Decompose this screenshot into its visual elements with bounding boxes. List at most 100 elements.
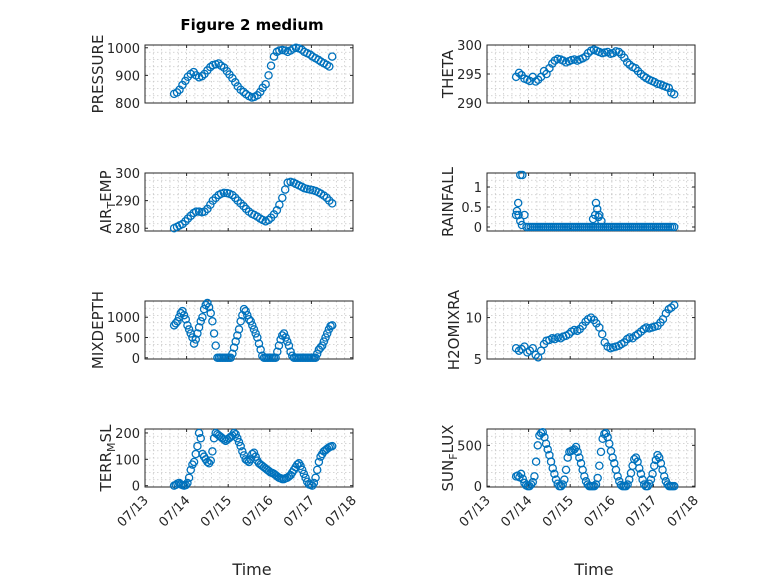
data-point bbox=[613, 472, 622, 481]
data-point bbox=[229, 343, 239, 352]
data-point bbox=[233, 433, 242, 443]
y-axis-label: AIRTEMP bbox=[97, 170, 118, 233]
data-point bbox=[238, 447, 247, 456]
data-point bbox=[189, 457, 199, 467]
data-point bbox=[635, 463, 644, 473]
data-point bbox=[248, 321, 257, 330]
data-point bbox=[593, 473, 602, 483]
data-point bbox=[556, 481, 566, 491]
data-point bbox=[669, 222, 679, 232]
data-point bbox=[181, 315, 191, 324]
data-point bbox=[548, 463, 557, 473]
data-point bbox=[538, 428, 547, 437]
data-point bbox=[571, 442, 581, 452]
data-point bbox=[186, 465, 196, 475]
data-point bbox=[181, 480, 191, 490]
x-tick-label: 07/16 bbox=[240, 493, 277, 530]
x-tick-label: 07/17 bbox=[281, 493, 318, 530]
y-tick-label: 0 bbox=[474, 221, 482, 236]
x-axis-label-left: Time bbox=[231, 560, 271, 579]
y-tick-label: 290 bbox=[115, 195, 140, 210]
data-point bbox=[234, 437, 244, 447]
data-point bbox=[638, 475, 647, 484]
data-point bbox=[209, 329, 219, 338]
data-point bbox=[236, 317, 245, 326]
data-point bbox=[311, 473, 320, 483]
data-point bbox=[219, 188, 229, 198]
data-point bbox=[214, 59, 223, 68]
data-point bbox=[274, 341, 284, 350]
data-point bbox=[184, 473, 194, 483]
data-point bbox=[327, 199, 337, 208]
data-point bbox=[231, 78, 240, 87]
data-point bbox=[189, 339, 199, 348]
data-point bbox=[191, 207, 201, 216]
axes-box bbox=[144, 428, 354, 488]
data-point bbox=[228, 349, 237, 358]
x-tick-label: 07/18 bbox=[323, 493, 360, 530]
y-tick-label: 200 bbox=[115, 427, 140, 442]
data-point bbox=[273, 347, 282, 356]
data-point bbox=[211, 341, 220, 350]
data-point bbox=[669, 300, 679, 310]
data-point bbox=[321, 333, 330, 342]
data-point bbox=[595, 461, 604, 471]
x-tick-label: 07/13 bbox=[115, 493, 152, 530]
data-point bbox=[514, 210, 523, 220]
data-point bbox=[531, 77, 540, 86]
y-tick-label: 0.5 bbox=[461, 201, 482, 216]
y-tick-label: 500 bbox=[115, 332, 140, 347]
data-point bbox=[601, 428, 611, 438]
data-point bbox=[550, 469, 559, 479]
data-point bbox=[283, 337, 292, 346]
data-point bbox=[646, 475, 656, 484]
data-point bbox=[513, 198, 523, 208]
data-point bbox=[512, 206, 522, 216]
data-point bbox=[198, 312, 207, 322]
subplot-sun-flux: 0 500 07/13 07/14 07/15 07/16 07/17 07/18 SUNFLU… bbox=[439, 425, 702, 531]
data-point bbox=[271, 353, 280, 363]
data-point bbox=[319, 337, 329, 346]
data-point bbox=[311, 353, 320, 363]
y-axis-label: TERRMSL bbox=[97, 424, 118, 493]
y-tick-label: 0 bbox=[132, 480, 140, 495]
data-point bbox=[561, 465, 571, 475]
y-tick-label: 900 bbox=[115, 69, 140, 84]
x-axis-label-right: Time bbox=[573, 560, 613, 579]
y-tick-label: 295 bbox=[457, 68, 482, 83]
data-point bbox=[234, 325, 244, 334]
data-point bbox=[659, 472, 669, 481]
subplot-rainfall: 0 0.5 1 RAINFALL bbox=[439, 166, 696, 237]
data-point bbox=[514, 68, 524, 78]
data-point bbox=[563, 453, 572, 462]
axes-box bbox=[144, 300, 354, 360]
data-point bbox=[594, 212, 603, 222]
y-axis-label: PRESSURE bbox=[89, 35, 107, 114]
y-tick-label: 1000 bbox=[107, 42, 140, 57]
data-point bbox=[264, 215, 273, 225]
data-point bbox=[309, 478, 319, 488]
data-point bbox=[254, 339, 264, 348]
data-point bbox=[327, 321, 337, 330]
axes-box bbox=[486, 300, 696, 360]
data-point bbox=[183, 478, 192, 488]
data-point bbox=[249, 325, 259, 334]
x-tick-label: 07/13 bbox=[457, 493, 494, 530]
data-point bbox=[636, 469, 646, 479]
data-point bbox=[541, 439, 551, 448]
data-point bbox=[597, 329, 607, 339]
data-point bbox=[173, 317, 182, 326]
y-tick-label: 300 bbox=[457, 39, 482, 54]
data-point bbox=[256, 345, 265, 354]
data-point bbox=[251, 452, 260, 461]
data-point bbox=[623, 480, 632, 489]
data-point bbox=[325, 62, 334, 71]
data-point bbox=[314, 457, 324, 467]
data-point bbox=[581, 317, 590, 326]
y-tick-label: 100 bbox=[115, 453, 140, 468]
data-point bbox=[516, 469, 526, 479]
